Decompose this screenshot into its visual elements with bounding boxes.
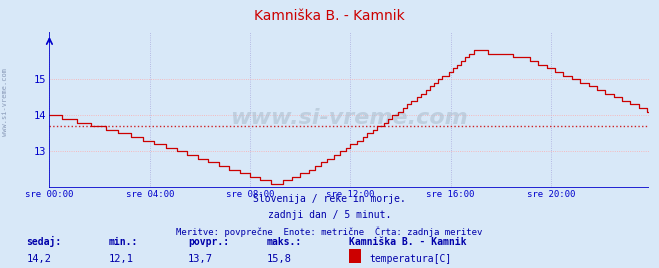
Text: 14,2: 14,2 bbox=[26, 254, 51, 264]
Text: sedaj:: sedaj: bbox=[26, 236, 61, 247]
Text: 15,8: 15,8 bbox=[267, 254, 292, 264]
Text: Slovenija / reke in morje.: Slovenija / reke in morje. bbox=[253, 194, 406, 204]
Text: 12,1: 12,1 bbox=[109, 254, 134, 264]
Text: temperatura[C]: temperatura[C] bbox=[369, 254, 451, 264]
Text: www.si-vreme.com: www.si-vreme.com bbox=[2, 68, 9, 136]
Text: povpr.:: povpr.: bbox=[188, 237, 229, 247]
Text: maks.:: maks.: bbox=[267, 237, 302, 247]
Text: Kamniška B. - Kamnik: Kamniška B. - Kamnik bbox=[349, 237, 467, 247]
Text: Meritve: povprečne  Enote: metrične  Črta: zadnja meritev: Meritve: povprečne Enote: metrične Črta:… bbox=[177, 226, 482, 237]
Text: min.:: min.: bbox=[109, 237, 138, 247]
Text: www.si-vreme.com: www.si-vreme.com bbox=[231, 108, 468, 128]
Text: Kamniška B. - Kamnik: Kamniška B. - Kamnik bbox=[254, 9, 405, 23]
Text: zadnji dan / 5 minut.: zadnji dan / 5 minut. bbox=[268, 210, 391, 220]
Text: 13,7: 13,7 bbox=[188, 254, 213, 264]
